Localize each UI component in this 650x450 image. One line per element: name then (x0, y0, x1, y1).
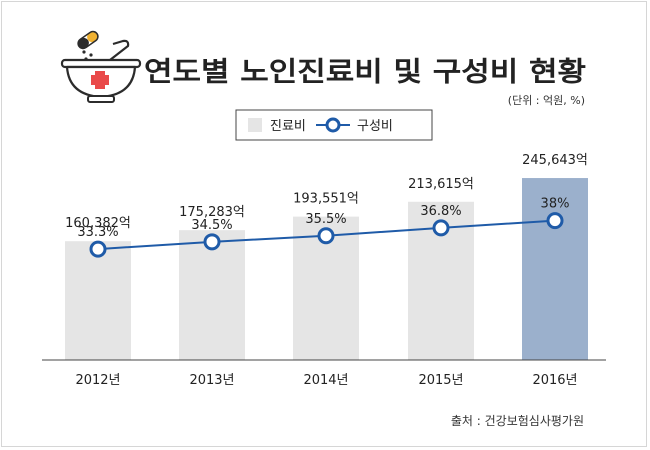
line-marker-2 (317, 227, 335, 245)
unit-note: (단위 : 억원, %) (508, 94, 585, 107)
line-value-label-2: 35.5% (305, 212, 346, 227)
labels: 160,382억 2012년 175,283억 2013년 193,551억 2014년 2… (65, 153, 588, 388)
line-value-label-4: 38% (541, 197, 570, 212)
line-series (89, 212, 564, 258)
legend-line-label: 구성비 (357, 119, 393, 134)
line-value-label-1: 34.5% (191, 218, 232, 233)
bar-value-label-4: 245,643억 (522, 153, 588, 168)
legend-line-marker (325, 117, 341, 133)
line-value-label-3: 36.8% (420, 204, 461, 219)
bar-value-label-3: 213,615억 (408, 177, 474, 192)
bar-1 (179, 230, 245, 360)
x-tick-label-3: 2015년 (418, 373, 463, 388)
bar-value-label-0: 160,382억 (65, 216, 131, 231)
bars (65, 178, 588, 360)
line-marker-1 (203, 233, 221, 251)
bar-value-label-2: 193,551억 (293, 192, 359, 207)
source-note: 출처 : 건강보험심사평가원 (451, 414, 584, 428)
chart-title: 연도별 노인진료비 및 구성비 현황 (144, 57, 586, 88)
bar-value-label-1: 175,283억 (179, 205, 245, 220)
line-marker-0 (89, 240, 107, 258)
legend-bar-label: 진료비 (270, 119, 306, 134)
legend-bar-swatch (248, 118, 262, 132)
line-marker-4 (546, 212, 564, 230)
bar-4 (522, 178, 588, 360)
line-value-label-0: 33.3% (77, 225, 118, 240)
x-tick-label-4: 2016년 (532, 373, 577, 388)
line-marker-3 (432, 219, 450, 237)
x-tick-label-0: 2012년 (75, 373, 120, 388)
medicine-bowl-icon (60, 30, 142, 103)
x-tick-label-1: 2013년 (189, 373, 234, 388)
bar-0 (65, 241, 131, 360)
x-tick-label-2: 2014년 (303, 373, 348, 388)
legend: 진료비 구성비 (235, 109, 433, 141)
